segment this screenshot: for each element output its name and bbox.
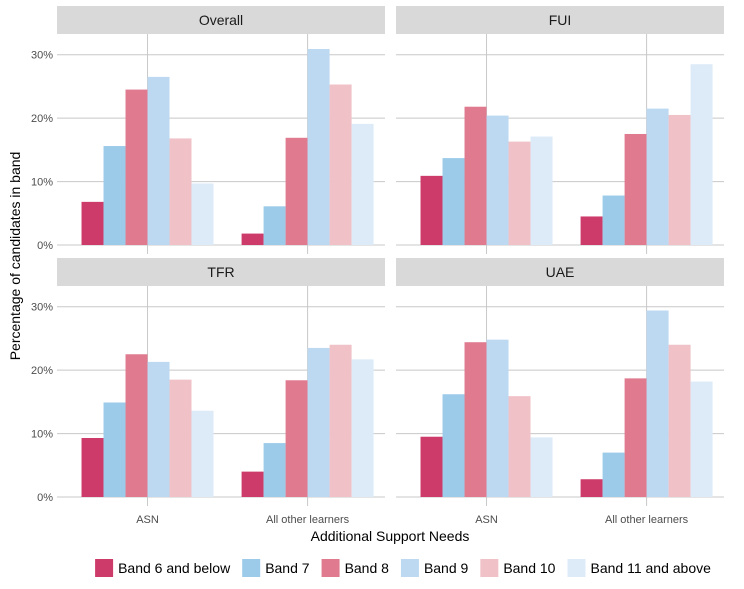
bar-overall-asn-band-4 <box>169 138 192 245</box>
bar-overall-asn-band-5 <box>191 183 214 245</box>
bar-uae-other-band-3 <box>646 310 669 497</box>
bar-tfr-other-band-3 <box>307 347 330 497</box>
legend-key <box>480 559 499 577</box>
x-tick-label: All other learners <box>266 514 350 526</box>
bar-fui-other-band-2 <box>624 133 647 245</box>
legend: Band 6 and below Band 7 Band 8 Band 9 Band 1… <box>95 559 711 577</box>
x-tick-label: ASN <box>136 514 159 526</box>
bar-uae-asn-band-5 <box>530 437 553 497</box>
y-tick-label: 30% <box>31 50 53 62</box>
y-tick-label: 0% <box>37 240 53 252</box>
bar-uae-other-band-1 <box>602 452 625 497</box>
legend-key <box>242 559 261 577</box>
legend-item: Band 11 and above <box>567 559 711 577</box>
legend-item: Band 9 <box>400 559 469 577</box>
legend-item: Band 6 and below <box>95 559 231 577</box>
legend-label: Band 10 <box>503 560 555 576</box>
bar-overall-asn-band-3 <box>147 76 170 245</box>
bar-uae-other-band-4 <box>668 344 691 497</box>
bar-fui-asn-band-3 <box>486 115 509 246</box>
bar-fui-other-band-0 <box>580 216 603 245</box>
panel-strip <box>396 6 724 34</box>
bar-tfr-asn-band-5 <box>191 410 214 497</box>
x-axis-title: Additional Support Needs <box>311 528 470 544</box>
legend-key <box>321 559 340 577</box>
bar-tfr-other-band-1 <box>263 443 286 497</box>
legend-item: Band 8 <box>321 559 390 577</box>
legend-label: Band 7 <box>265 560 310 576</box>
bar-uae-asn-band-3 <box>486 339 509 497</box>
bar-uae-other-band-0 <box>580 479 603 497</box>
bar-overall-other-band-1 <box>263 206 286 245</box>
bar-fui-asn-band-4 <box>508 141 531 245</box>
bar-overall-asn-band-1 <box>103 146 126 245</box>
y-tick-label: 10% <box>31 177 53 189</box>
y-tick-label: 20% <box>31 365 53 377</box>
legend-label: Band 9 <box>424 560 469 576</box>
panel-uae: UAE ASN All other learners <box>396 258 724 526</box>
bar-tfr-asn-band-3 <box>147 361 170 497</box>
x-tick-label: ASN <box>475 514 498 526</box>
bar-overall-asn-band-0 <box>81 201 104 245</box>
bar-fui-asn-band-0 <box>420 175 443 245</box>
bar-tfr-asn-band-1 <box>103 402 126 497</box>
bar-tfr-asn-band-2 <box>125 354 148 497</box>
bar-overall-other-band-4 <box>329 84 352 245</box>
panel-title: UAE <box>546 264 575 280</box>
panel-title: TFR <box>207 264 234 280</box>
bar-uae-other-band-5 <box>690 381 713 497</box>
legend-label: Band 8 <box>345 560 390 576</box>
y-tick-label: 0% <box>37 492 53 504</box>
y-tick-label: 10% <box>31 429 53 441</box>
bar-uae-asn-band-1 <box>442 394 465 497</box>
panel-strip <box>57 258 385 286</box>
y-axis-title: Percentage of candidates in band <box>7 152 23 361</box>
panel-title: FUI <box>549 12 572 28</box>
legend-item: Band 10 <box>480 559 556 577</box>
bar-tfr-other-band-4 <box>329 344 352 497</box>
bar-tfr-other-band-5 <box>351 359 374 497</box>
panel-strip <box>396 258 724 286</box>
bar-fui-other-band-1 <box>602 195 625 245</box>
bar-fui-other-band-3 <box>646 108 669 245</box>
legend-label: Band 6 and below <box>118 560 231 576</box>
bar-fui-asn-band-2 <box>464 106 487 245</box>
bar-tfr-other-band-0 <box>241 471 264 497</box>
y-tick-label: 20% <box>31 113 53 125</box>
bar-fui-asn-band-5 <box>530 136 553 245</box>
bar-fui-asn-band-1 <box>442 158 465 245</box>
bar-fui-other-band-5 <box>690 64 713 245</box>
bar-overall-asn-band-2 <box>125 89 148 245</box>
legend-key <box>567 559 586 577</box>
legend-key <box>95 559 114 577</box>
bar-overall-other-band-0 <box>241 233 264 245</box>
legend-label: Band 11 and above <box>590 560 711 576</box>
panel-fui: FUI <box>396 6 724 254</box>
x-tick-label: All other learners <box>605 514 689 526</box>
bar-overall-other-band-2 <box>285 137 308 245</box>
panel-title: Overall <box>199 12 243 28</box>
panel-overall: Overall 0% 10% 20% 30% <box>31 6 385 254</box>
panel-tfr: TFR 0% 10% 20% 30% ASN All other learners <box>31 258 385 526</box>
y-tick-label: 30% <box>31 302 53 314</box>
legend-item: Band 7 <box>242 559 310 577</box>
legend-key <box>400 559 419 577</box>
bar-tfr-asn-band-4 <box>169 379 192 497</box>
bar-tfr-asn-band-0 <box>81 438 104 497</box>
bar-fui-other-band-4 <box>668 114 691 245</box>
bar-uae-asn-band-2 <box>464 342 487 497</box>
bar-uae-asn-band-4 <box>508 396 531 497</box>
bar-overall-other-band-3 <box>307 48 330 246</box>
bar-uae-other-band-2 <box>624 378 647 497</box>
panel-strip <box>57 6 385 34</box>
bar-tfr-other-band-2 <box>285 380 308 497</box>
bar-uae-asn-band-0 <box>420 436 443 497</box>
bar-overall-other-band-5 <box>351 123 374 245</box>
